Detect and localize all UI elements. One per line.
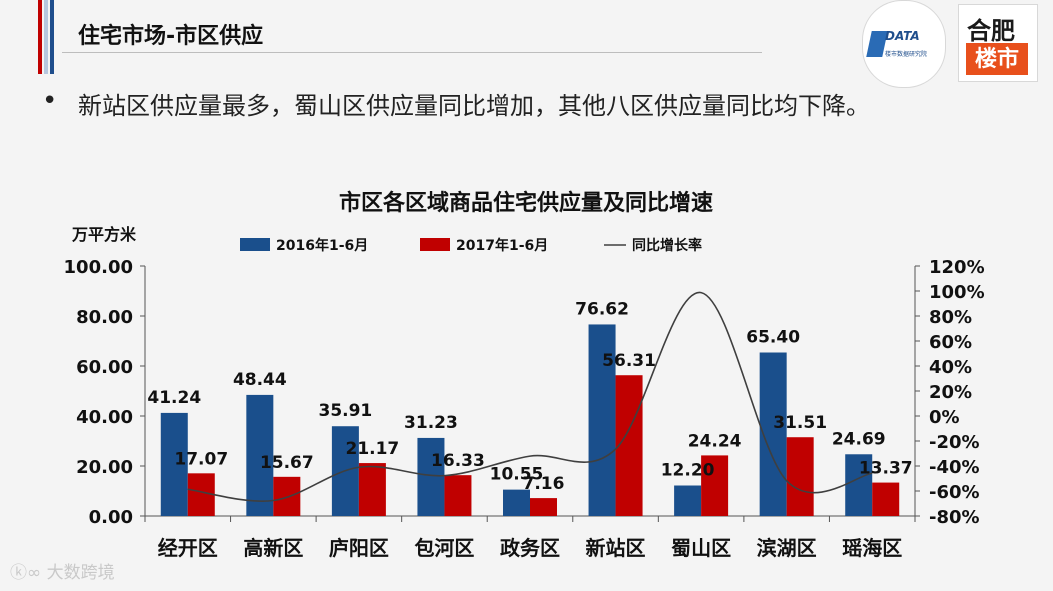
data-label-2017: 56.31 — [602, 351, 656, 371]
bar-2016 — [588, 324, 616, 516]
y-tick-label: 40.00 — [76, 407, 133, 428]
legend-swatch-2016 — [240, 238, 270, 251]
x-tick-label: 瑶海区 — [842, 536, 902, 560]
x-tick-label: 高新区 — [243, 536, 303, 560]
bar-2016 — [417, 437, 445, 516]
bar-2017 — [273, 476, 301, 516]
bullet-text: 新站区供应量最多，蜀山区供应量同比增加，其他八区供应量同比均下降。 — [78, 92, 870, 120]
bullet-icon: • — [42, 86, 58, 116]
data-label-2017: 13.37 — [859, 459, 913, 479]
bar-2017 — [358, 463, 386, 516]
y2-tick-label: 60% — [929, 332, 972, 353]
data-label-2016: 76.62 — [575, 299, 629, 319]
growth-rate-line — [187, 291, 873, 502]
y2-tick-label: 80% — [929, 307, 972, 328]
data-label-2017: 21.17 — [345, 439, 399, 459]
slide-title: 住宅市场-市区供应 — [78, 24, 264, 49]
data-logo-subtitle: 楼市数据研究院 — [885, 51, 928, 58]
data-label-2016: 35.91 — [318, 401, 372, 421]
watermark: ⓚ∞ 大数跨境 — [10, 563, 115, 583]
light-stripe — [44, 0, 48, 74]
data-label-2017: 15.67 — [260, 453, 314, 473]
bar-2017 — [444, 475, 472, 516]
data-label-2016: 41.24 — [147, 388, 201, 408]
bar-2016 — [246, 394, 274, 516]
data-label-2017: 17.07 — [174, 449, 228, 469]
data-label-2017: 16.33 — [431, 451, 485, 471]
bar-2016 — [503, 489, 530, 516]
y2-tick-label: 20% — [929, 382, 972, 403]
y-tick-label: 80.00 — [76, 307, 133, 328]
legend-label-2016: 2016年1-6月 — [276, 237, 368, 254]
bar-2017 — [530, 498, 557, 516]
bar-2017 — [615, 375, 643, 516]
y2-tick-label: -80% — [929, 507, 980, 528]
y-axis-label: 万平方米 — [71, 225, 137, 244]
x-tick-label: 经开区 — [158, 536, 218, 560]
title-divider — [62, 52, 762, 53]
data-label-2016: 12.20 — [661, 461, 715, 481]
data-label-2016: 48.44 — [233, 370, 287, 390]
data-logo: DATA 楼市数据研究院 — [862, 0, 946, 88]
bar-2016 — [674, 485, 702, 516]
y2-tick-label: -60% — [929, 482, 980, 503]
y2-tick-label: 120% — [929, 257, 985, 278]
x-tick-label: 蜀山区 — [671, 536, 731, 560]
data-label-2017: 24.24 — [688, 431, 742, 451]
blue-stripe — [50, 0, 54, 74]
legend-label-2017: 2017年1-6月 — [456, 237, 548, 254]
data-label-2017: 31.51 — [773, 413, 827, 433]
bar-2017 — [786, 437, 814, 516]
bar-2016 — [160, 412, 188, 516]
bar-2017 — [872, 482, 900, 516]
city-logo-bottom: 楼市 — [966, 43, 1028, 75]
y2-tick-label: 40% — [929, 357, 972, 378]
x-tick-label: 新站区 — [586, 536, 646, 560]
y-tick-label: 20.00 — [76, 457, 133, 478]
y2-tick-label: 100% — [929, 282, 985, 303]
watermark-text: 大数跨境 — [46, 563, 115, 583]
data-label-2016: 10.55 — [490, 465, 544, 485]
y-tick-label: 0.00 — [89, 507, 133, 528]
legend-label-growth: 同比增长率 — [632, 237, 702, 254]
city-logo: 合肥 楼市 — [958, 4, 1038, 82]
legend-swatch-2017 — [420, 238, 450, 251]
data-logo-brand: DATA — [885, 29, 920, 43]
y-tick-label: 60.00 — [76, 357, 133, 378]
data-label-2016: 31.23 — [404, 413, 458, 433]
x-tick-label: 滨湖区 — [757, 536, 817, 560]
x-tick-label: 政务区 — [500, 536, 560, 560]
chart-title: 市区各区域商品住宅供应量及同比增速 — [339, 190, 713, 216]
y2-tick-label: -40% — [929, 457, 980, 478]
x-tick-label: 包河区 — [414, 536, 474, 560]
city-logo-top: 合肥 — [967, 16, 1015, 45]
y2-tick-label: -20% — [929, 432, 980, 453]
data-label-2017: 7.16 — [523, 474, 565, 494]
bar-2016 — [845, 454, 873, 516]
red-stripe — [38, 0, 42, 74]
y2-tick-label: 0% — [929, 407, 960, 428]
title-accent-stripes — [38, 0, 54, 74]
data-label-2016: 65.40 — [746, 328, 800, 348]
data-label-2016: 24.69 — [832, 429, 886, 449]
bar-2017 — [701, 455, 729, 516]
x-tick-label: 庐阳区 — [329, 536, 389, 560]
y-tick-label: 100.00 — [64, 257, 133, 278]
